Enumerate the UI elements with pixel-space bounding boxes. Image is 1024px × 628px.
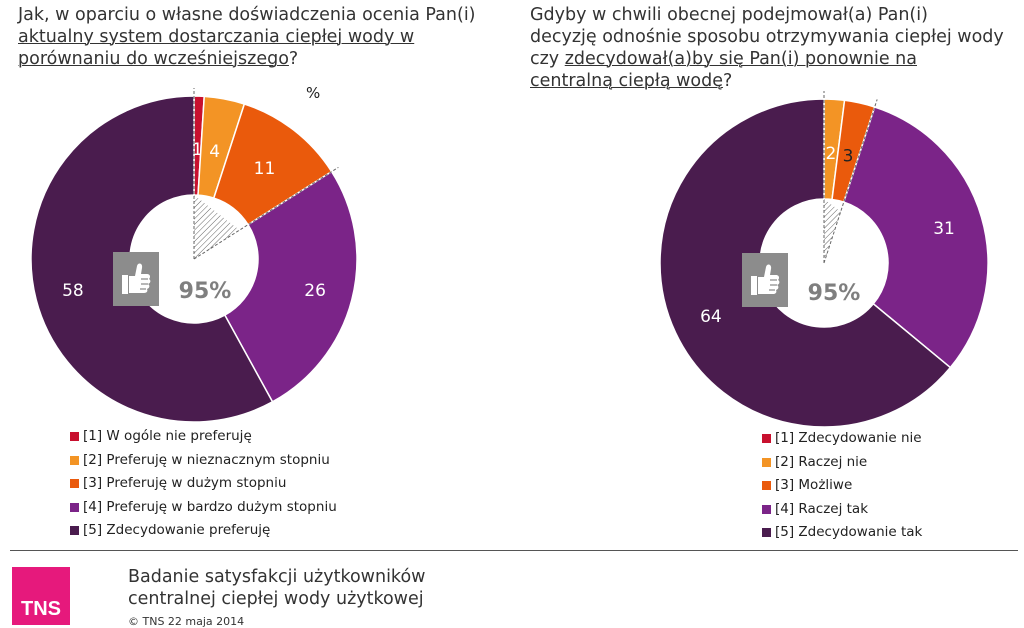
question-2-line-3: zdecydował(a)by się Pan(i) ponownie na <box>564 49 917 69</box>
question-1-line-3-end: ? <box>288 49 299 69</box>
legend-1-label-3: [3] Preferuję w dużym stopniu <box>83 475 287 491</box>
legend-2-item-4: [4] Raczej tak <box>762 498 922 522</box>
question-2-line-2: decyzję odnośnie sposobu otrzymywania ci… <box>530 27 1004 47</box>
donut-2-value-label-3: 3 <box>843 147 854 167</box>
tns-logo: TNS <box>12 567 70 625</box>
legend-2-label-1: [1] Zdecydowanie nie <box>775 430 922 446</box>
donut-2-center-label: 95% <box>808 281 861 306</box>
thumbs-up-icon <box>742 253 788 307</box>
donut-2-dashed-line-right <box>823 99 878 264</box>
question-1-line-2: aktualny system dostarczania ciepłej wod… <box>18 27 415 47</box>
legend-2-label-2: [2] Raczej nie <box>775 453 868 470</box>
legend-1-label-1: [1] W ogóle nie preferuję <box>83 428 252 444</box>
legend-2-label-5: [5] Zdecydowanie tak <box>775 524 923 540</box>
legend-2-item-2: [2] Raczej nie <box>762 451 922 475</box>
legend-2-label-4: [4] Raczej tak <box>775 500 869 517</box>
question-2: Gdyby w chwili obecnej podejmował(a) Pan… <box>530 4 1020 92</box>
donut-1-dashed-line-right <box>193 166 339 260</box>
question-1: Jak, w oparciu o własne doświadczenia oc… <box>18 4 508 70</box>
legend-2-swatch-1 <box>762 434 771 444</box>
footer-copyright: © TNS 22 maja 2014 <box>128 615 245 628</box>
donut-1-value-label-3: 11 <box>254 159 276 179</box>
donut-1-value-label-4: 26 <box>304 281 326 301</box>
donut-1-hatched-wedge <box>194 195 240 259</box>
question-2-line-1: Gdyby w chwili obecnej podejmował(a) Pan… <box>530 5 928 25</box>
legend-1-swatch-4 <box>70 502 79 512</box>
legend-2-swatch-3 <box>762 481 771 491</box>
donut-1-value-label-1: 1 <box>192 140 203 160</box>
footer-title-line-1: Badanie satysfakcji użytkowników <box>128 567 426 587</box>
footer-divider <box>10 550 1018 551</box>
legend-1-swatch-1 <box>70 432 79 442</box>
legend-2-swatch-5 <box>762 528 771 538</box>
legend-1-item-3: [3] Preferuję w dużym stopniu <box>70 472 337 496</box>
donut-2-slice-5 <box>659 98 952 428</box>
footer-title-line-2: centralnej ciepłej wody użytkowej <box>128 589 424 609</box>
donut-2-value-label-2: 2 <box>825 144 836 164</box>
legend-1-swatch-5 <box>70 526 79 536</box>
donut-2-value-label-4: 31 <box>933 219 955 239</box>
question-1-line-1: Jak, w oparciu o własne doświadczenia oc… <box>18 5 476 25</box>
legend-2-swatch-4 <box>762 504 771 514</box>
donut-1-value-label-5: 58 <box>62 281 84 301</box>
legend-1-item-4: [4] Preferuję w bardzo dużym stopniu <box>70 496 337 520</box>
legend-1-label-5: [5] Zdecydowanie preferuję <box>83 522 271 538</box>
donut-1-slice-4 <box>223 170 358 403</box>
donut-1-center-label: 95% <box>179 279 232 304</box>
legend-2-label-3: [3] Możliwe <box>775 477 853 493</box>
question-1-line-3: porównaniu do wcześniejszego <box>18 49 289 69</box>
legend-1-label-4: [4] Preferuję w bardzo dużym stopniu <box>83 498 337 515</box>
legend-2-item-1: [1] Zdecydowanie nie <box>762 427 922 451</box>
legend-1-label-2: [2] Preferuję w nieznacznym stopniu <box>83 451 330 468</box>
legend-2-swatch-2 <box>762 457 771 467</box>
question-2-line-4-end: ? <box>723 71 733 91</box>
legend-1-swatch-3 <box>70 479 79 489</box>
chart-1-legend: [1] W ogóle nie preferuję [2] Preferuję w… <box>70 425 337 543</box>
legend-1-item-5: [5] Zdecydowanie preferuję <box>70 519 337 543</box>
donut-2-value-label-5: 64 <box>700 307 722 327</box>
donut-1-value-label-2: 4 <box>209 142 220 162</box>
legend-1-item-2: [2] Preferuję w nieznacznym stopniu <box>70 449 337 473</box>
percent-unit-label: % <box>306 84 321 102</box>
chart-2-legend: [1] Zdecydowanie nie [2] Raczej nie [3] Mo… <box>762 427 922 545</box>
donut-2-hatched-wedge <box>824 199 841 263</box>
question-2-line-3-start: czy <box>530 49 565 69</box>
legend-1-item-1: [1] W ogóle nie preferuję <box>70 425 337 449</box>
thumbs-up-icon <box>113 252 159 306</box>
legend-2-item-5: [5] Zdecydowanie tak <box>762 521 922 545</box>
question-2-line-4: centralną ciepłą wodę <box>530 71 724 91</box>
tns-logo-text: TNS <box>21 598 61 620</box>
legend-2-item-3: [3] Możliwe <box>762 474 922 498</box>
donut-2-slice-4 <box>842 106 989 369</box>
legend-1-swatch-2 <box>70 455 79 465</box>
footer-title: Badanie satysfakcji użytkowników central… <box>128 566 425 610</box>
